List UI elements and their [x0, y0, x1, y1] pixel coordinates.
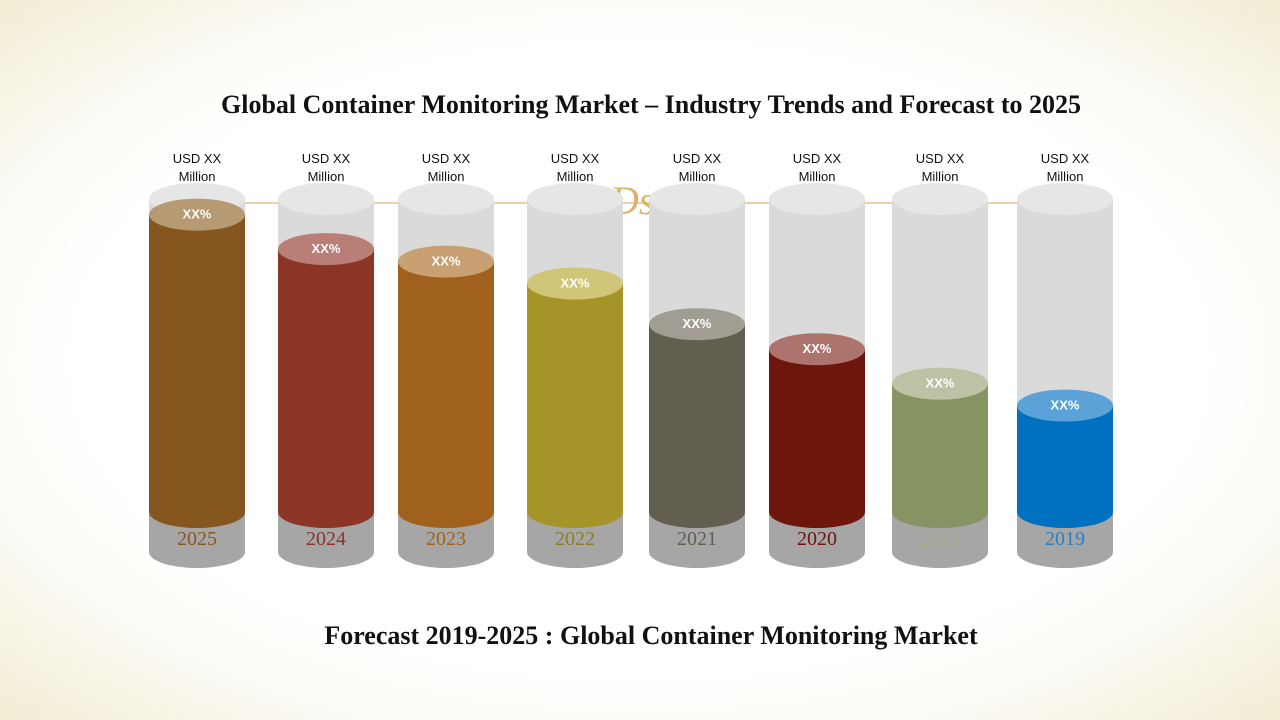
- bar-cap: [649, 308, 745, 341]
- bar-value-unit: Million: [308, 169, 345, 184]
- cylinder-base: [649, 512, 745, 568]
- bar-percent-label: XX%: [312, 241, 341, 256]
- bar-value-unit: Million: [799, 169, 836, 184]
- bar-year-label: 2020: [797, 528, 837, 550]
- bar-year-label: 2025: [177, 528, 217, 550]
- bar-cap: [398, 245, 494, 278]
- bar-cap: [149, 198, 245, 231]
- bar-value-label: USD XX: [173, 151, 222, 166]
- cylinder-top: [398, 183, 494, 215]
- cylinder-base: [1017, 512, 1113, 568]
- bar-fill: [892, 383, 988, 528]
- bar-value-label: USD XX: [916, 151, 965, 166]
- bar-cap: [769, 333, 865, 366]
- bar-fill: [1017, 405, 1113, 528]
- bar-value-unit: Million: [679, 169, 716, 184]
- cylinder-base: [527, 512, 623, 568]
- bar-year-label: 2023: [426, 528, 466, 550]
- bar-percent-label: XX%: [683, 316, 712, 331]
- bar-percent-label: XX%: [183, 207, 212, 222]
- cylinder-top: [769, 183, 865, 215]
- bar-year-label: 2021: [677, 528, 717, 550]
- cylinder-top: [649, 183, 745, 215]
- chart-title: Global Container Monitoring Market – Ind…: [221, 90, 1081, 119]
- bar-year-label: 2024: [306, 528, 346, 550]
- bar-value-label: USD XX: [793, 151, 842, 166]
- bar-value-label: USD XX: [673, 151, 722, 166]
- bar-value-label: USD XX: [302, 151, 351, 166]
- bar-fill: [649, 324, 745, 528]
- cylinder-base: [278, 512, 374, 568]
- bar-value-unit: Million: [428, 169, 465, 184]
- bar-fill: [149, 214, 245, 528]
- bar-value-unit: Million: [557, 169, 594, 184]
- bar-percent-label: XX%: [432, 254, 461, 269]
- bar-fill: [769, 349, 865, 528]
- cylinder-base: [892, 512, 988, 568]
- cylinder-top: [892, 183, 988, 215]
- bars-group: XX% USD XX Million 2025 XX% USD XX Million 2024…: [149, 151, 1113, 568]
- bar-year-label: 2022: [555, 528, 595, 550]
- bar-percent-label: XX%: [1051, 398, 1080, 413]
- cylinder-base: [769, 512, 865, 568]
- cylinder-top: [1017, 183, 1113, 215]
- bar-percent-label: XX%: [561, 276, 590, 291]
- bar-fill: [527, 283, 623, 528]
- cylinder-base: [149, 512, 245, 568]
- bar-value-unit: Million: [1047, 169, 1084, 184]
- cylinder-base: [398, 512, 494, 568]
- bar-value-unit: Million: [179, 169, 216, 184]
- bar-percent-label: XX%: [803, 341, 832, 356]
- bar-fill: [278, 249, 374, 528]
- bar-value-label: USD XX: [1041, 151, 1090, 166]
- cylinder-top: [527, 183, 623, 215]
- bar-cap: [892, 367, 988, 400]
- bar-year-label: 2019: [1045, 528, 1085, 550]
- bar-value-label: USD XX: [551, 151, 600, 166]
- bar-value-label: USD XX: [422, 151, 471, 166]
- chart-subtitle: Forecast 2019-2025 : Global Container Mo…: [324, 621, 978, 650]
- bar-cap: [278, 233, 374, 266]
- bar-value-unit: Million: [922, 169, 959, 184]
- bar-year-label: 2019: [920, 528, 960, 550]
- cylinder-top: [278, 183, 374, 215]
- bar-percent-label: XX%: [926, 376, 955, 391]
- bar-cap: [1017, 389, 1113, 422]
- bar-cap: [527, 267, 623, 300]
- bar-fill: [398, 261, 494, 528]
